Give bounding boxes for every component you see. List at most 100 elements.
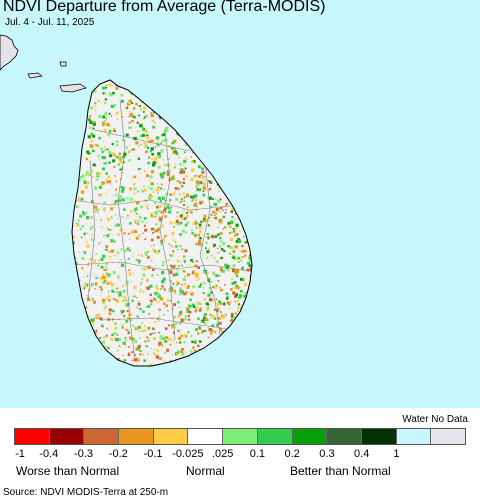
ndvi-pixel xyxy=(224,103,227,105)
ndvi-pixel xyxy=(135,259,137,261)
ndvi-pixel xyxy=(204,317,208,322)
ndvi-pixel xyxy=(89,144,91,146)
ndvi-pixel xyxy=(72,292,74,295)
ndvi-pixel xyxy=(244,165,246,167)
ndvi-pixel xyxy=(204,155,207,157)
ndvi-pixel xyxy=(233,153,236,156)
ndvi-pixel xyxy=(152,101,155,104)
ndvi-pixel xyxy=(242,221,245,224)
ndvi-pixel xyxy=(152,95,155,99)
ndvi-pixel xyxy=(160,183,163,186)
ndvi-pixel xyxy=(194,370,196,372)
ndvi-pixel xyxy=(90,226,94,229)
ndvi-pixel xyxy=(120,310,124,314)
ndvi-pixel xyxy=(137,218,139,220)
ndvi-pixel xyxy=(206,257,208,259)
ndvi-pixel xyxy=(143,88,145,91)
ndvi-pixel xyxy=(195,233,198,236)
ndvi-pixel xyxy=(75,230,78,233)
ndvi-pixel xyxy=(152,232,154,234)
legend-swatch xyxy=(292,429,328,444)
ndvi-pixel xyxy=(247,109,251,112)
ndvi-pixel xyxy=(214,216,218,220)
ndvi-pixel xyxy=(98,259,101,262)
ndvi-pixel xyxy=(181,210,183,213)
ndvi-pixel xyxy=(171,141,175,145)
ndvi-pixel xyxy=(236,142,239,145)
ndvi-pixel xyxy=(92,284,94,287)
ndvi-pixel xyxy=(175,197,179,201)
ndvi-pixel xyxy=(206,82,210,86)
ndvi-pixel xyxy=(211,234,215,239)
ndvi-pixel xyxy=(230,139,235,143)
ndvi-pixel xyxy=(106,227,109,230)
ndvi-pixel xyxy=(108,354,111,356)
ndvi-pixel xyxy=(161,238,165,242)
ndvi-pixel xyxy=(187,273,191,277)
ndvi-pixel xyxy=(112,221,114,224)
ndvi-pixel xyxy=(123,136,127,140)
ndvi-pixel xyxy=(177,91,179,94)
ndvi-pixel xyxy=(146,174,149,178)
ndvi-pixel xyxy=(143,224,146,227)
ndvi-pixel xyxy=(250,214,252,217)
ndvi-pixel xyxy=(84,335,88,339)
ndvi-pixel xyxy=(92,149,95,153)
ndvi-pixel xyxy=(141,220,144,223)
ndvi-pixel xyxy=(109,212,112,215)
ndvi-pixel xyxy=(201,178,203,180)
ndvi-pixel xyxy=(196,122,200,126)
ndvi-pixel xyxy=(245,326,248,329)
ndvi-pixel xyxy=(251,232,252,235)
ndvi-pixel xyxy=(248,236,251,239)
ndvi-pixel xyxy=(145,254,147,256)
ndvi-pixel xyxy=(134,200,136,202)
ndvi-pixel xyxy=(156,294,159,297)
ndvi-pixel xyxy=(167,310,169,312)
ndvi-pixel xyxy=(160,288,162,290)
ndvi-pixel xyxy=(246,81,249,84)
ndvi-pixel xyxy=(249,258,252,262)
ndvi-pixel xyxy=(143,216,147,220)
ndvi-pixel xyxy=(102,273,105,277)
ndvi-pixel xyxy=(190,156,192,158)
ndvi-pixel xyxy=(243,309,245,311)
ndvi-pixel xyxy=(143,329,147,332)
island-landmass xyxy=(72,80,252,366)
ndvi-pixel xyxy=(83,360,86,363)
ndvi-pixel xyxy=(73,119,76,123)
ndvi-pixel xyxy=(204,360,208,364)
ndvi-pixel xyxy=(248,320,251,323)
ndvi-pixel xyxy=(99,291,103,295)
ndvi-pixel xyxy=(142,111,145,113)
ndvi-pixel xyxy=(129,336,133,340)
ndvi-pixel xyxy=(132,325,135,328)
ndvi-pixel xyxy=(212,88,215,92)
ndvi-pixel xyxy=(110,115,113,117)
ndvi-pixel xyxy=(202,103,204,106)
ndvi-pixel xyxy=(170,206,172,208)
ndvi-pixel xyxy=(91,341,93,344)
ndvi-pixel xyxy=(236,103,240,107)
ndvi-pixel xyxy=(104,108,107,111)
ndvi-pixel xyxy=(165,236,168,239)
ndvi-pixel xyxy=(203,80,205,83)
ndvi-pixel xyxy=(97,154,100,158)
ndvi-pixel xyxy=(165,92,169,96)
ndvi-pixel xyxy=(90,257,93,260)
ndvi-pixel xyxy=(125,133,129,137)
ndvi-pixel xyxy=(72,159,73,161)
ndvi-pixel xyxy=(175,161,178,163)
ndvi-pixel xyxy=(209,105,211,107)
ndvi-pixel xyxy=(233,257,236,259)
ndvi-pixel xyxy=(72,183,73,185)
ndvi-pixel xyxy=(80,236,83,239)
ndvi-pixel xyxy=(151,182,154,186)
ndvi-pixel xyxy=(180,81,183,84)
ndvi-pixel xyxy=(216,261,219,264)
ndvi-pixel xyxy=(170,366,172,368)
ndvi-pixel xyxy=(138,216,142,219)
ndvi-pixel xyxy=(74,184,77,187)
ndvi-pixel xyxy=(140,331,144,335)
ndvi-pixel xyxy=(85,245,88,248)
